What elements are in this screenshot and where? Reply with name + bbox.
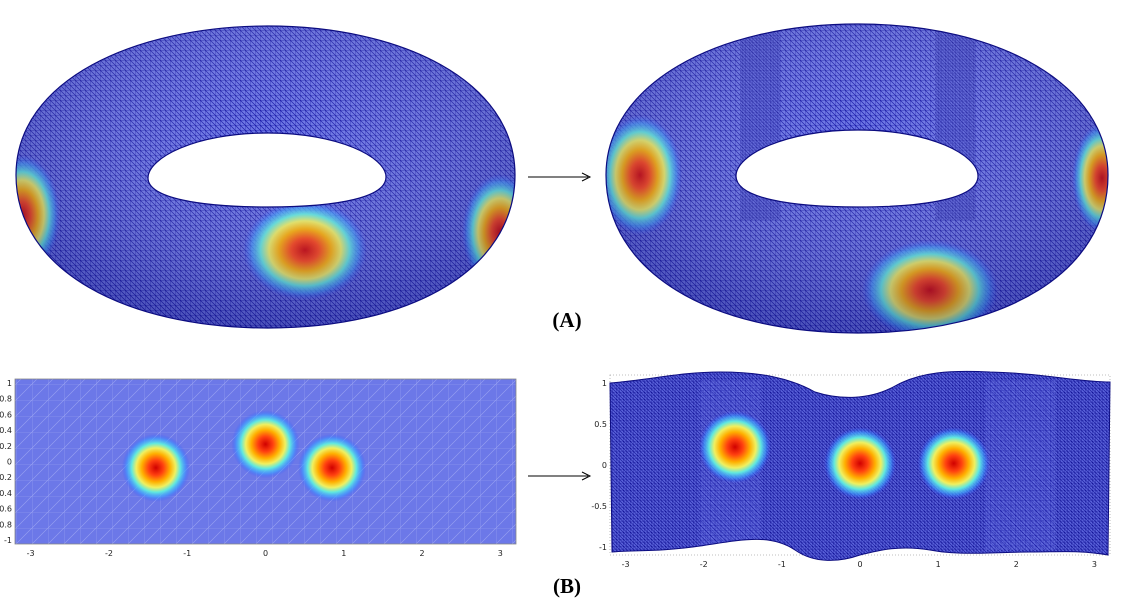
- panel-label-a: (A): [552, 308, 581, 332]
- right-arrow-icon: [528, 172, 592, 182]
- right-plot-blob-1: [699, 411, 771, 483]
- right-plot-ytick-label: 0: [602, 461, 607, 470]
- left-plot-ytick-label: -0.8: [0, 520, 12, 529]
- left-plot-ytick-label: -1: [4, 536, 12, 545]
- right-plot-ytick-label: -1: [599, 543, 607, 552]
- right-plot-ytick-label: -0.5: [591, 502, 607, 511]
- left-plot-ytick-label: -0.6: [0, 505, 12, 514]
- left-plot-xtick-label: 2: [420, 549, 425, 558]
- right-plot-blob-3: [917, 427, 990, 500]
- plot-after: -3 -2 -1 0 1 2 3 1 0.5 0 -0.5 -1: [591, 370, 1111, 569]
- left-plot-ytick-label: -0.2: [0, 473, 12, 482]
- right-plot-blob-2: [824, 427, 896, 500]
- left-plot-blob-1: [121, 433, 190, 502]
- left-plot-ytick-label: 0.8: [0, 395, 12, 404]
- right-plot-xtick-label: -1: [778, 560, 786, 569]
- left-plot-ytick-label: 0: [7, 458, 12, 467]
- right-plot-ytick-label: 0.5: [594, 420, 607, 429]
- right-plot-xtick-label: 1: [936, 560, 941, 569]
- left-plot-ytick-label: 0.4: [0, 426, 12, 435]
- left-plot-ytick-label: 1: [7, 379, 12, 388]
- left-plot-ytick-label: 0.6: [0, 410, 12, 419]
- torus-before: [15, 25, 516, 329]
- left-plot-xtick-label: -2: [105, 549, 113, 558]
- panel-label-b: (B): [553, 574, 581, 598]
- right-plot-xtick-label: -3: [622, 560, 630, 569]
- left-plot-xtick-label: 3: [498, 549, 503, 558]
- left-plot-blob-2: [231, 410, 300, 479]
- plot-before: -3 -2 -1 0 1 2 3 1 0.8 0.6 0.4 0.2 0 -0.2 -0.4 -0.6 -0.8…: [0, 378, 517, 558]
- left-plot-xtick-label: -1: [183, 549, 191, 558]
- torus-after: [605, 23, 1109, 334]
- left-plot-blob-3: [298, 433, 367, 502]
- right-plot-xtick-label: 2: [1014, 560, 1019, 569]
- left-plot-ytick-label: 0.2: [0, 442, 12, 451]
- right-plot-ytick-label: 1: [602, 379, 607, 388]
- left-plot-xtick-label: 0: [263, 549, 268, 558]
- right-arrow-icon: [528, 471, 592, 481]
- right-plot-xtick-label: -2: [700, 560, 708, 569]
- right-plot-xtick-label: 0: [857, 560, 862, 569]
- right-plot-xtick-label: 3: [1092, 560, 1097, 569]
- left-plot-xtick-label: -3: [27, 549, 35, 558]
- left-plot-xtick-label: 1: [341, 549, 346, 558]
- left-plot-ytick-label: -0.4: [0, 489, 12, 498]
